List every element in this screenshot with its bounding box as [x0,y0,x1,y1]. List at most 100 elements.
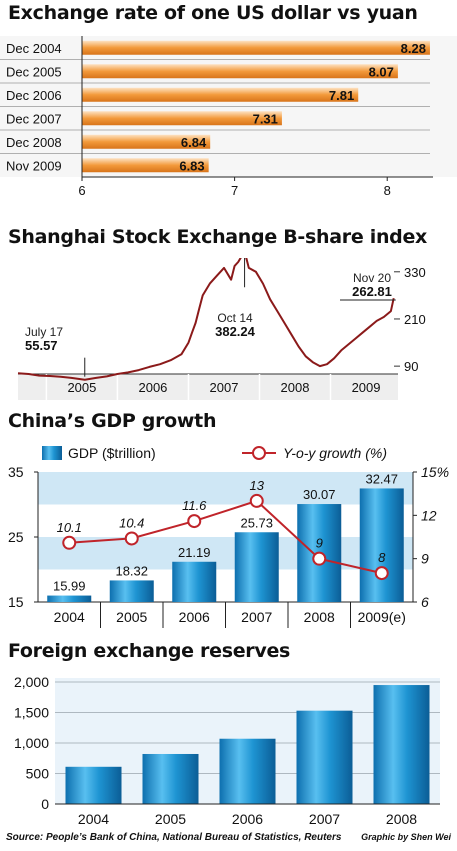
growth-value-label: 8 [378,550,386,565]
x-tick-label: 2006 [232,811,263,827]
growth-point [374,566,389,581]
band [38,472,413,505]
x-tick-label: 2008 [386,811,417,827]
category-label: Dec 2007 [6,111,62,126]
x-tick-label: 2006 [138,380,167,395]
value-label: 7.81 [329,88,354,103]
growth-line [69,499,383,575]
bar [82,158,209,173]
bar [82,64,398,79]
reserve-bar [65,766,122,804]
gdp-bar [172,561,217,602]
category-label: Dec 2005 [6,64,62,79]
growth-point [124,531,139,546]
annotation-label: July 17 [25,325,63,339]
legend-label-growth: Y-o-y growth (%) [283,445,387,461]
y-tick-label: 0 [41,796,49,812]
y-tick-label: 90 [404,359,418,374]
growth-point [187,514,202,529]
x-tick-label: 6 [78,183,85,198]
gdp-value-label: 18.32 [115,563,148,578]
y-tick-label: 330 [404,265,426,280]
gdp-bar [47,595,92,602]
bar [82,87,359,102]
x-tick-label: 2005 [67,380,96,395]
x-tick-label: 2005 [155,811,186,827]
y-tick-label-right: 6 [421,594,429,610]
gdp-value-label: 21.19 [178,545,211,560]
growth-value-label: 13 [250,478,265,493]
growth-value-label: 10.1 [57,520,82,535]
annotation-value: 55.57 [25,338,58,353]
stock-index-title: Shanghai Stock Exchange B-share index [8,226,428,248]
x-tick-label: 2008 [281,380,310,395]
y-tick-label-right: 15% [421,464,449,480]
gdp-bar [234,532,279,602]
bar [82,134,211,149]
x-tick-label: 2007 [210,380,239,395]
bar [82,40,430,55]
x-tick-label: 2009(e) [358,609,406,625]
gdp-value-label: 30.07 [303,487,336,502]
stock-index-chart: 330 210 90 2005 2006 2007 2008 2009 July 1755.57… [17,258,426,400]
y-tick-label-left: 25 [8,529,24,545]
y-tick-label: 210 [404,312,426,327]
plot-area [18,260,398,374]
x-tick-label: 2007 [241,609,272,625]
x-tick-label: 2007 [309,811,340,827]
growth-value-label: 11.6 [182,498,207,513]
growth-point [312,551,327,566]
annotation-value: 382.24 [215,324,256,339]
growth-point [62,535,77,550]
y-tick-label: 1,000 [14,735,49,751]
gdp-bar [359,488,404,602]
value-label: 7.31 [253,111,278,126]
value-label: 6.83 [179,158,204,173]
growth-value-label: 9 [316,536,323,551]
legend-marker-growth [252,446,266,460]
category-label: Nov 2009 [6,158,62,173]
exchange-rate-chart: Dec 2004 8.28 Dec 2005 8.07 Dec 2006 7.81 Dec … [0,36,457,198]
index-line [17,258,395,381]
gdp-growth-chart: GDP ($trillion) Y-o-y growth (%) 15 25 35 6 9 1… [8,445,449,628]
x-tick-label: 2009 [352,380,381,395]
gdp-bar [109,580,154,602]
x-tick-label: 2004 [54,609,85,625]
annotation-value: 262.81 [352,284,392,299]
reserves-title: Foreign exchange reserves [8,640,291,662]
y-tick-label: 2,000 [14,674,49,690]
x-tick-label: 2005 [116,609,147,625]
y-tick-label-right: 9 [421,551,429,567]
growth-point [249,493,264,508]
gdp-value-label: 15.99 [53,579,86,594]
y-tick-label-right: 12 [421,507,437,523]
x-tick-label: 7 [231,183,238,198]
exchange-rate-title: Exchange rate of one US dollar vs yuan [8,2,418,24]
x-tick-label: 2006 [179,609,210,625]
reserves-chart: 0 500 1,000 1,500 2,000 2004 2005 2006 2007 2008 [14,674,440,827]
legend-label-gdp: GDP ($trillion) [68,445,156,461]
gdp-value-label: 32.47 [365,471,398,486]
gdp-title: China’s GDP growth [8,410,217,432]
y-tick-label: 500 [26,766,50,782]
reserve-bar [219,738,276,804]
graphic-credit: Graphic by Shen Wei [361,832,451,842]
x-tick-label: 2004 [78,811,109,827]
band [38,537,413,570]
growth-value-label: 10.4 [119,515,144,530]
category-label: Dec 2004 [6,41,62,56]
source-note: Source: People’s Bank of China, National… [6,832,342,843]
value-label: 8.28 [401,41,426,56]
reserve-bar [142,753,199,804]
y-tick-label-left: 15 [8,594,24,610]
y-tick-label-left: 35 [8,464,24,480]
annotation-label: Nov 20 [353,271,391,285]
gdp-value-label: 25.73 [240,515,273,530]
legend-swatch-gdp [42,446,62,460]
category-label: Dec 2008 [6,135,62,150]
x-tick-label: 8 [384,183,391,198]
category-label: Dec 2006 [6,88,62,103]
y-tick-label: 1,500 [14,705,49,721]
annotation-label: Oct 14 [217,311,253,325]
x-tick-label: 2008 [304,609,335,625]
